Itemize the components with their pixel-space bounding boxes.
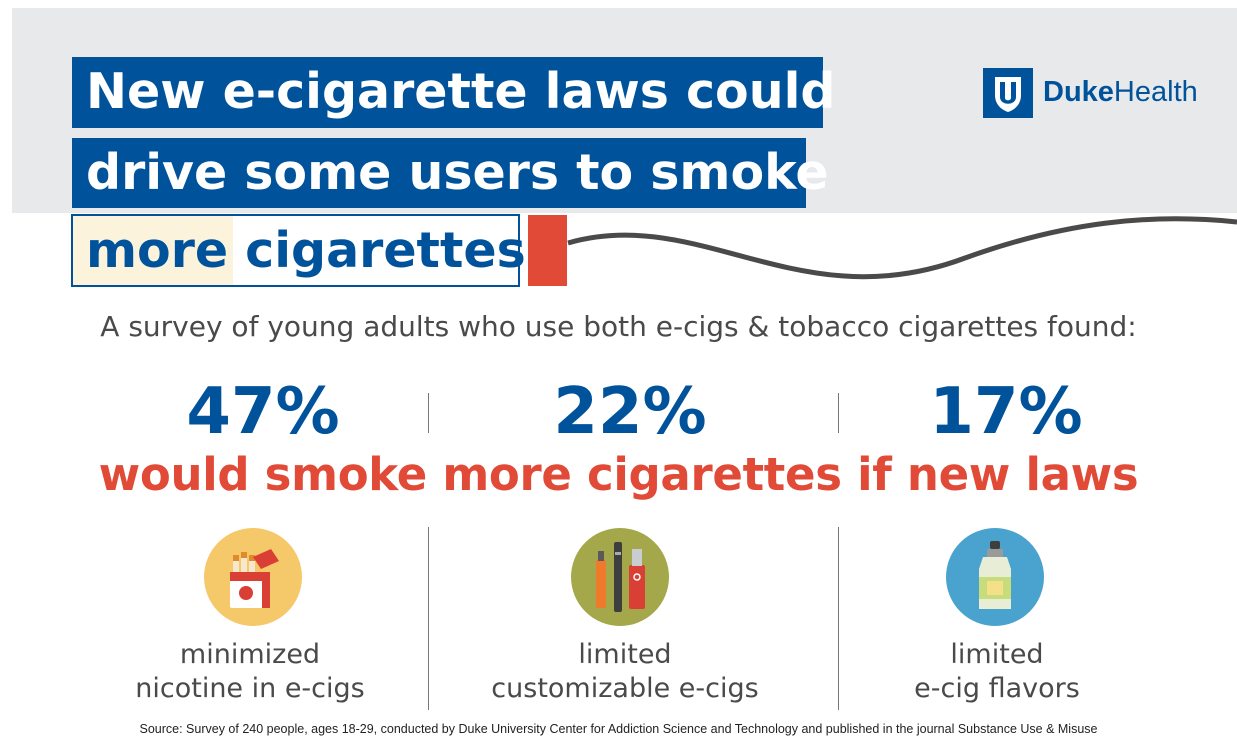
divider-bottom-2 [838,527,839,710]
cigarette-pack-icon [204,528,302,626]
stat-percent-3: 17% [929,375,1083,449]
stat-label-3: limited e-cig flavors [914,639,1080,704]
stat-percent-2: 22% [553,375,707,449]
title-line-1: New e-cigarette laws could [72,57,835,128]
divider-top-2 [838,393,839,433]
headline: would smoke more cigarettes if new laws [98,448,1139,501]
vape-devices-icon [571,528,669,626]
accent-block [528,215,567,286]
title-line-3-box: more cigarettes [71,214,526,287]
title-line-3: more cigarettes [86,222,526,279]
duke-shield-icon [983,68,1033,118]
eliquid-bottle-icon [946,528,1044,626]
divider-top-1 [428,393,429,433]
stat-percent-1: 47% [186,375,340,449]
subtitle: A survey of young adults who use both e-… [100,310,1137,343]
stat-label-2: limited customizable e-cigs [491,639,759,704]
logo-wordmark: DukeHealth [1043,76,1198,108]
title-line-2: drive some users to smoke [72,138,829,208]
stat-label-1: minimized nicotine in e-cigs [135,639,365,704]
source-note: Source: Survey of 240 people, ages 18-29… [139,722,1098,736]
wave-divider [567,216,1237,300]
divider-bottom-1 [428,527,429,710]
title-highlight [73,216,233,285]
